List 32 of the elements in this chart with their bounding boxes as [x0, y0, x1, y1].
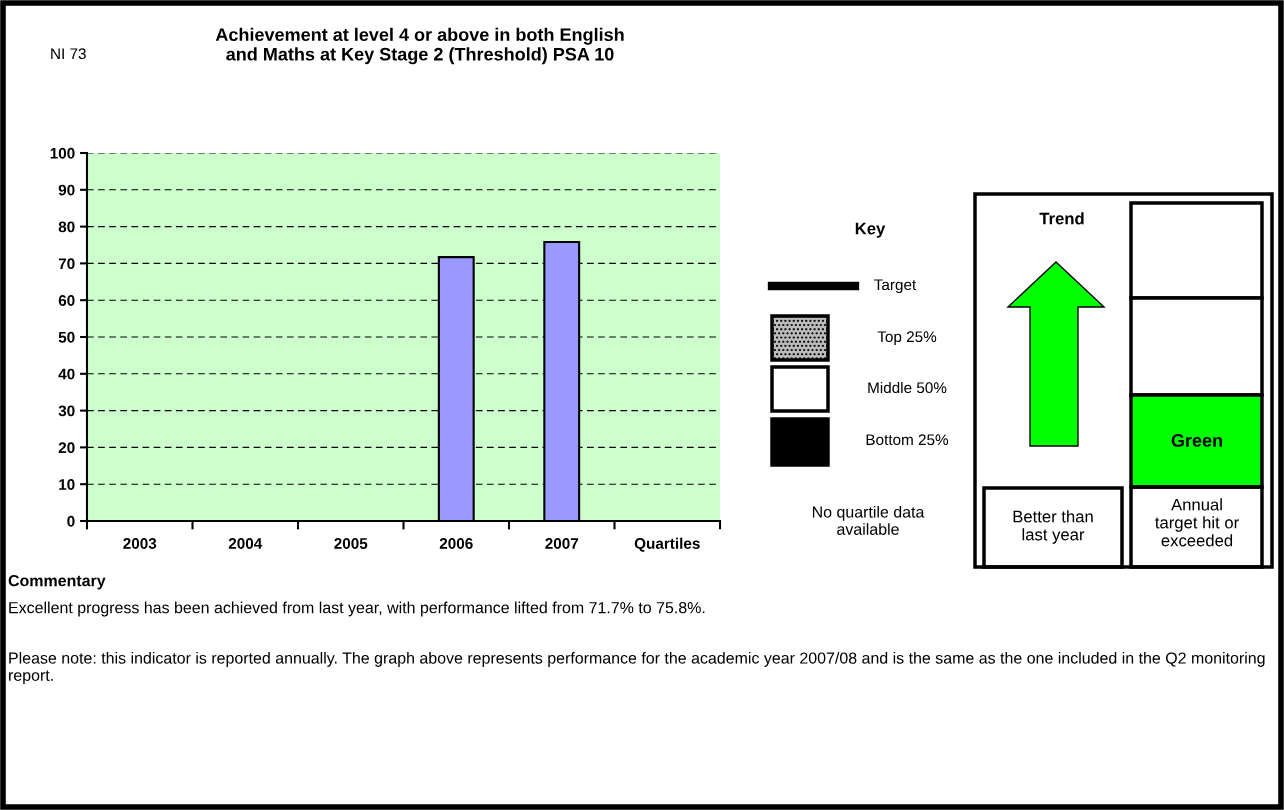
- text: Commentary: [8, 574, 106, 590]
- y-tick-label: 70: [58, 258, 75, 270]
- y-tick-label: 80: [58, 221, 75, 233]
- text: Top 25%: [877, 331, 937, 346]
- y-tick-label: 0: [67, 515, 75, 527]
- x-tick-label: 2005: [334, 538, 368, 549]
- y-tick-label: 20: [58, 442, 75, 454]
- y-tick-label: 50: [58, 331, 75, 343]
- y-tick-label: 10: [59, 479, 75, 490]
- x-tick-label: 2003: [123, 538, 157, 549]
- text: Annual target hit or exceeded: [1155, 498, 1239, 547]
- x-tick-label: 2007: [545, 538, 579, 549]
- y-tick-label: 30: [58, 405, 75, 417]
- x-tick-label: Quartiles: [634, 537, 700, 552]
- y-tick-label: 40: [58, 368, 75, 380]
- y-tick-label: 60: [58, 295, 75, 306]
- text: Excellent progress has been achieved from last year, with performance lifted from 71.7% to 75.8%.: [9, 601, 705, 617]
- text: Key: [855, 222, 886, 238]
- text: No quartile data available: [812, 505, 925, 535]
- x-tick-label: 2004: [228, 538, 263, 549]
- text: Better than last year: [1013, 510, 1093, 544]
- text: NI 73: [51, 48, 86, 60]
- text: Green: [1171, 434, 1222, 447]
- chart-title: Achievement at level 4 or above in both English and Maths at Key Stage 2 (Threshold) PSA 10: [215, 27, 624, 65]
- text: Trend: [1039, 212, 1084, 225]
- text: Target: [874, 279, 917, 294]
- y-tick-label: 90: [58, 184, 75, 196]
- text: Middle 50%: [868, 381, 947, 394]
- text: Please note: this indicator is reported annually. The graph above represents performance for the academic year 2007/08 and is the same as the one included in the Q2 monitoring report.: [9, 652, 1265, 685]
- text: Bottom 25%: [866, 434, 949, 446]
- y-tick-label: 100: [50, 147, 75, 159]
- x-tick-label: 2006: [439, 538, 473, 549]
